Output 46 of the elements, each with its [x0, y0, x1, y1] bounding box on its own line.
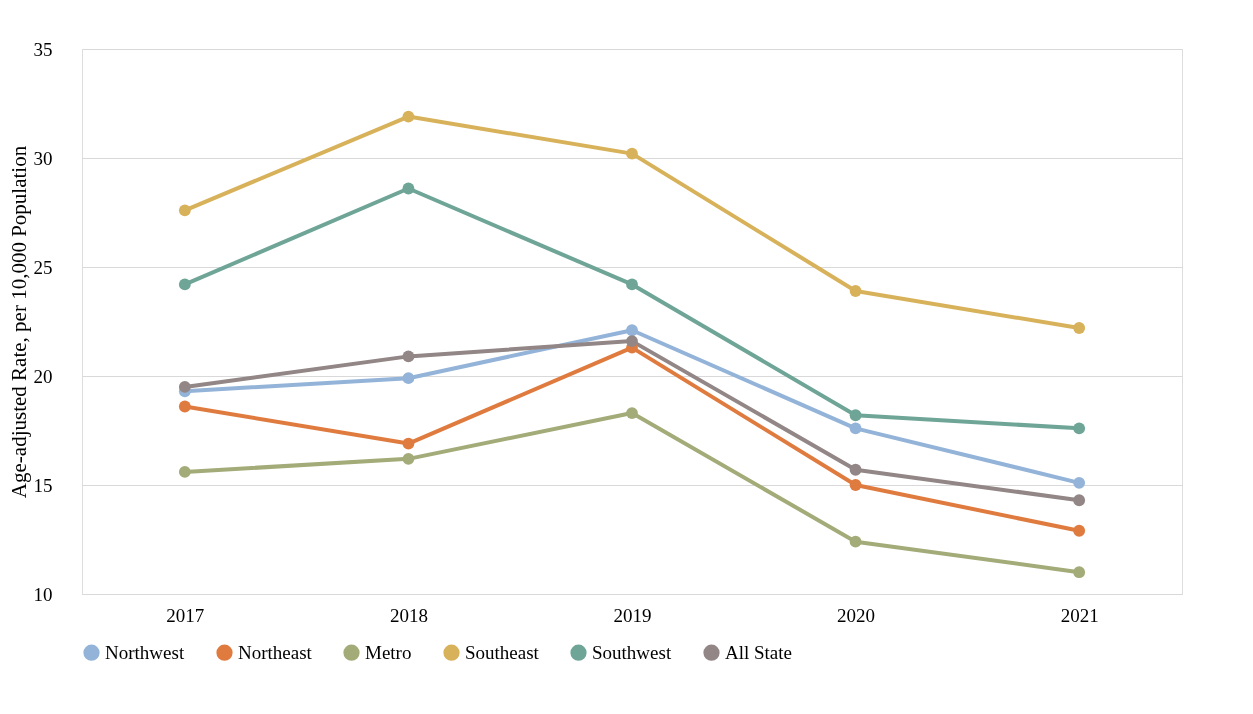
- point: [402, 350, 415, 363]
- y-axis-title: Age-adjusted Rate, per 10,000 Population: [6, 145, 31, 499]
- point: [626, 147, 638, 160]
- point: [178, 466, 191, 478]
- point: [178, 381, 191, 393]
- legend-label: Southeast: [465, 641, 540, 663]
- y-tick-label: 10: [33, 583, 53, 605]
- point: [178, 204, 191, 217]
- x-tick-label: 2017: [166, 604, 205, 626]
- legend-label: Northeast: [238, 641, 313, 663]
- y-tick-label: 30: [33, 147, 53, 169]
- point: [178, 278, 191, 291]
- x-tick-label: 2021: [1060, 604, 1099, 626]
- point: [402, 110, 415, 123]
- point: [1073, 494, 1086, 507]
- point: [849, 285, 862, 297]
- point: [626, 407, 638, 419]
- point: [626, 335, 638, 348]
- point: [849, 463, 862, 476]
- legend-label: Metro: [365, 641, 412, 663]
- y-tick-label: 35: [33, 38, 53, 60]
- point: [849, 422, 862, 435]
- point: [849, 535, 862, 548]
- point: [626, 324, 638, 337]
- point: [402, 452, 415, 465]
- point: [849, 479, 862, 491]
- point: [626, 278, 638, 291]
- point: [402, 437, 415, 450]
- point: [1073, 422, 1086, 435]
- point: [1073, 566, 1086, 579]
- x-tick-label: 2018: [389, 604, 428, 626]
- point: [1073, 476, 1086, 489]
- y-tick-label: 25: [33, 256, 53, 278]
- legend-label: Northwest: [105, 641, 185, 663]
- point: [402, 182, 415, 195]
- y-tick-label: 20: [33, 365, 53, 387]
- legend-label: All State: [725, 641, 793, 663]
- point: [1073, 524, 1086, 537]
- x-tick-label: 2019: [613, 604, 652, 626]
- y-tick-label: 15: [33, 474, 53, 496]
- legend-label: Southwest: [592, 641, 672, 663]
- point: [402, 372, 415, 385]
- point: [1073, 322, 1086, 334]
- point: [849, 409, 862, 422]
- point: [178, 400, 191, 413]
- x-tick-label: 2020: [837, 604, 876, 626]
